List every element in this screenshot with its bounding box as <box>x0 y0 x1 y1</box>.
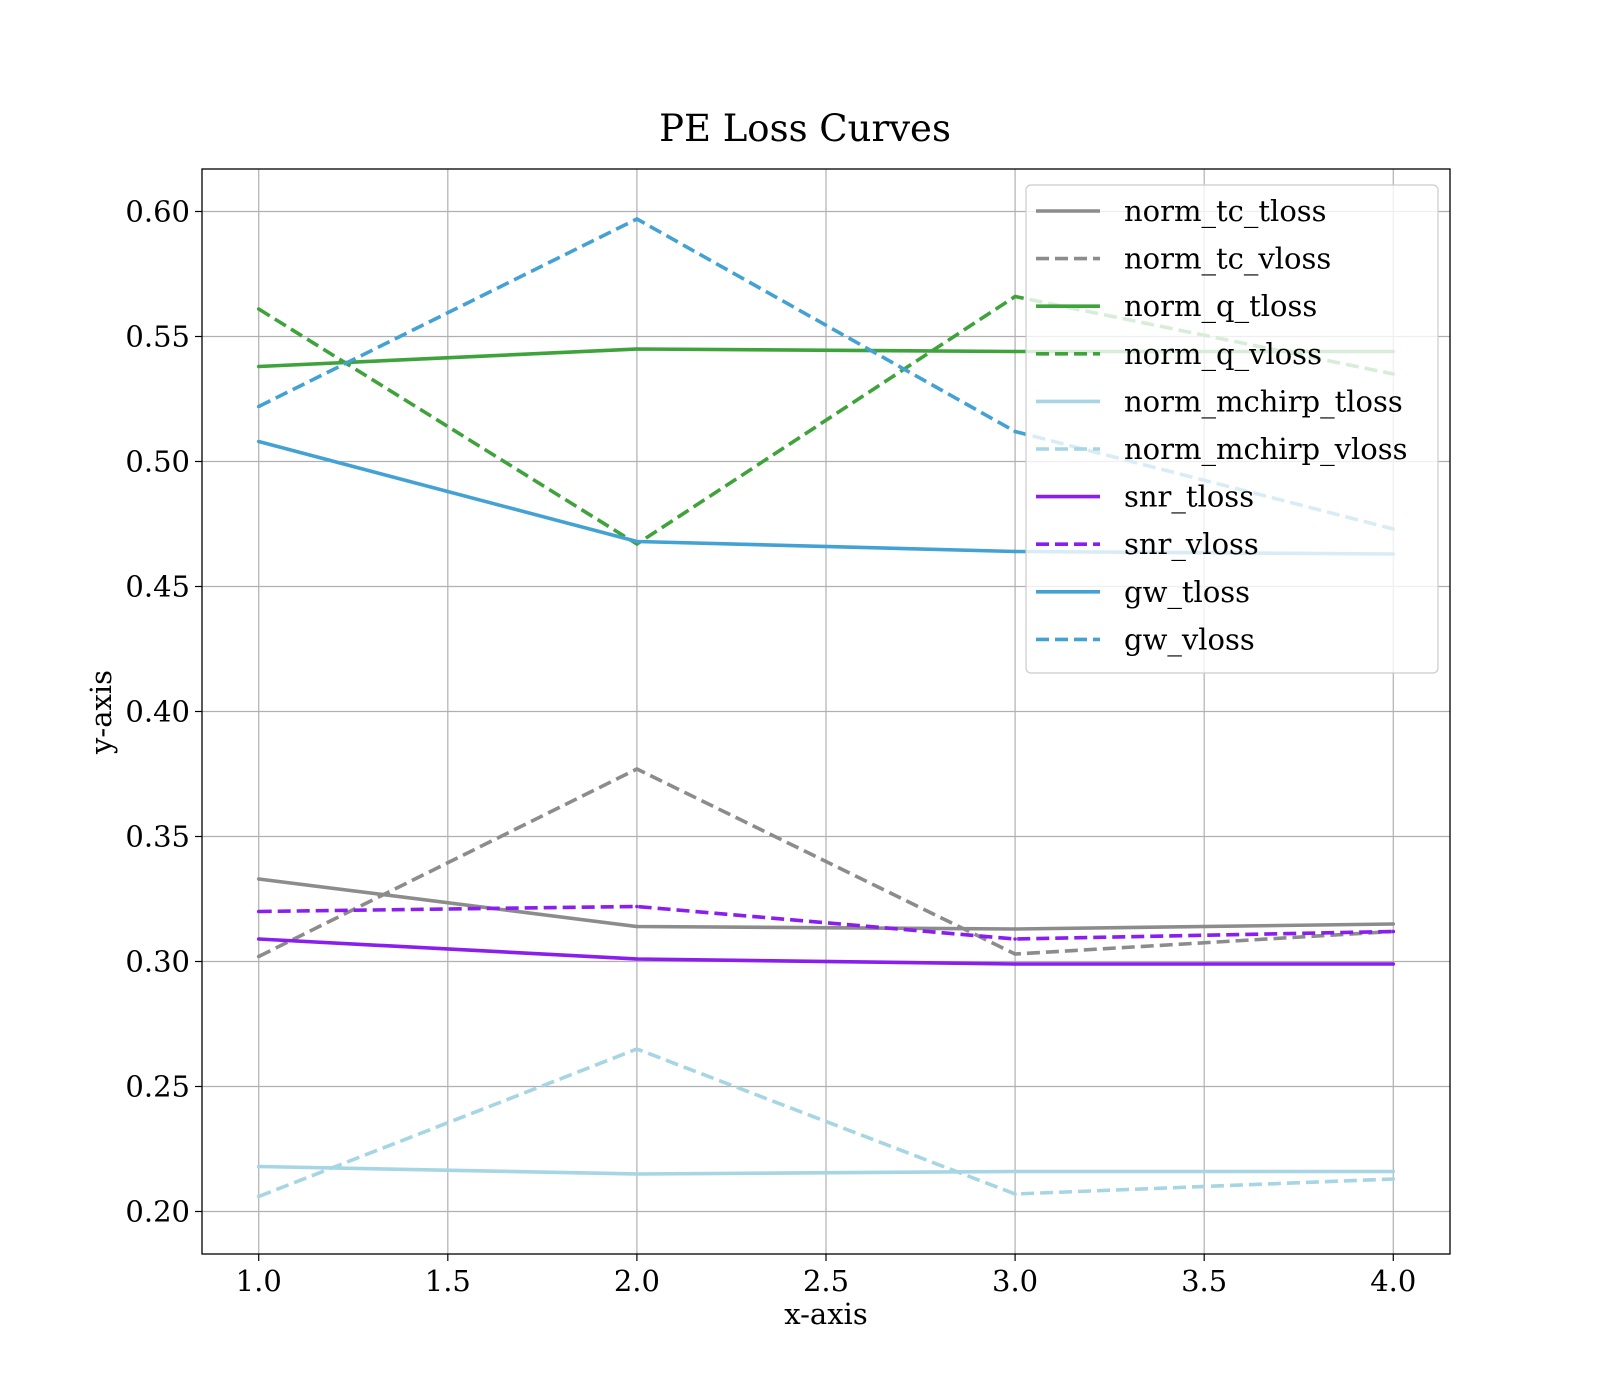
legend: norm_tc_tloss norm_tc_vloss norm_q_tlossno… <box>1025 184 1439 674</box>
series-line-norm-tc-tloss <box>258 877 1394 931</box>
data-point-snr-vloss <box>1391 929 1396 934</box>
axis-ticks: 1.0 1.5 2.0 2.5 3.0 3.5 4.0 0.20 0.25 0.30 0.35 0.4… <box>125 195 1416 1299</box>
data-point-norm-mchirp-tloss <box>635 1172 639 1176</box>
x-tick-label: 1.5 <box>425 1264 471 1298</box>
data-point-norm-mchirp-vloss <box>256 1194 261 1199</box>
data-point-gw-tloss <box>1013 549 1017 554</box>
x-tick-label: 4.0 <box>1370 1264 1416 1298</box>
data-point-gw-tloss <box>635 539 639 544</box>
data-point-norm-tc-tloss <box>1013 927 1017 931</box>
data-point-norm-q-tloss <box>635 347 639 351</box>
series-line-norm-tc-vloss <box>257 767 1394 959</box>
data-point-snr-tloss <box>635 957 639 961</box>
data-point-norm-mchirp-vloss <box>635 1047 639 1051</box>
chart-title: PE Loss Curves <box>659 107 951 150</box>
data-point-norm-tc-tloss <box>1391 922 1396 926</box>
data-point-norm-q-tloss <box>256 364 261 369</box>
legend-label-norm-mchirp-vloss: norm_mchirp_vloss <box>1124 432 1408 467</box>
data-point-norm-mchirp-tloss <box>1391 1169 1396 1174</box>
y-tick-label: 0.45 <box>125 570 190 604</box>
data-point-norm-tc-tloss <box>635 924 639 929</box>
legend-label-gw-tloss: gw_tloss <box>1124 575 1250 610</box>
x-axis-label: x-axis <box>784 1297 867 1331</box>
data-point-norm-mchirp-vloss <box>1013 1192 1017 1196</box>
data-point-gw-vloss <box>1013 429 1017 434</box>
data-point-gw-vloss <box>635 217 639 221</box>
legend-label-gw-vloss: gw_vloss <box>1124 622 1255 657</box>
data-point-norm-tc-tloss <box>256 877 261 881</box>
legend-label-norm-mchirp-tloss: norm_mchirp_tloss <box>1124 384 1403 419</box>
legend-label-norm-q-vloss: norm_q_vloss <box>1124 337 1322 372</box>
x-tick-label: 3.0 <box>992 1264 1038 1298</box>
data-point-norm-mchirp-tloss <box>256 1164 261 1169</box>
data-point-snr-tloss <box>1391 962 1396 966</box>
legend-label-norm-q-tloss: norm_q_tloss <box>1124 289 1317 324</box>
x-tick-label: 2.5 <box>803 1264 849 1298</box>
data-point-snr-vloss <box>256 909 261 914</box>
legend-box <box>1025 184 1439 674</box>
data-point-norm-q-tloss <box>1013 349 1017 354</box>
series-line-snr-tloss <box>258 937 1394 966</box>
legend-label-snr-vloss: snr_vloss <box>1124 527 1259 562</box>
data-point-norm-mchirp-tloss <box>1013 1169 1017 1174</box>
x-tick-label: 3.5 <box>1181 1264 1227 1298</box>
data-point-gw-tloss <box>256 439 261 444</box>
data-point-snr-vloss <box>635 904 639 909</box>
legend-label-norm-tc-vloss: norm_tc_vloss <box>1124 242 1331 277</box>
legend-label-snr-tloss: snr_tloss <box>1124 480 1254 515</box>
y-tick-label: 0.50 <box>125 445 190 479</box>
data-point-snr-tloss <box>256 937 261 941</box>
y-tick-label: 0.20 <box>125 1195 190 1229</box>
data-point-snr-tloss <box>1013 962 1017 966</box>
data-point-norm-tc-vloss <box>1013 952 1017 956</box>
y-tick-label: 0.35 <box>125 820 190 854</box>
data-point-norm-tc-vloss <box>256 954 261 959</box>
data-point-gw-vloss <box>256 404 261 409</box>
y-tick-label: 0.30 <box>125 945 190 979</box>
data-point-norm-q-vloss <box>1013 294 1017 299</box>
y-tick-label: 0.25 <box>125 1070 190 1104</box>
data-point-norm-mchirp-vloss <box>1391 1177 1396 1181</box>
data-point-norm-tc-vloss <box>635 767 639 771</box>
series-line-norm-mchirp-tloss <box>258 1164 1394 1176</box>
y-axis-label: y-axis <box>84 670 118 755</box>
y-tick-label: 0.60 <box>125 195 190 229</box>
series-line-norm-mchirp-vloss <box>258 1047 1394 1199</box>
data-point-norm-q-vloss <box>256 307 261 311</box>
x-tick-label: 2.0 <box>614 1264 660 1298</box>
y-tick-label: 0.40 <box>125 695 190 729</box>
legend-label-norm-tc-tloss: norm_tc_tloss <box>1124 194 1327 229</box>
data-point-snr-vloss <box>1013 937 1017 941</box>
x-tick-label: 1.0 <box>236 1264 282 1298</box>
y-tick-label: 0.55 <box>125 320 190 354</box>
